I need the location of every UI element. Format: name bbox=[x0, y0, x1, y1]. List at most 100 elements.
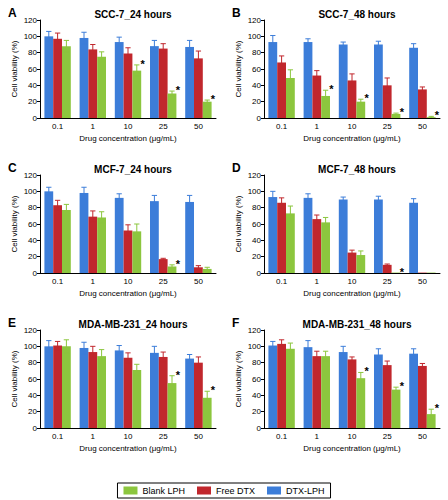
svg-text:20: 20 bbox=[252, 407, 261, 416]
svg-text:F: F bbox=[232, 316, 239, 330]
svg-text:25: 25 bbox=[159, 122, 168, 131]
svg-text:25: 25 bbox=[159, 432, 168, 441]
svg-text:50: 50 bbox=[194, 277, 203, 286]
svg-text:10: 10 bbox=[348, 432, 357, 441]
svg-text:40: 40 bbox=[252, 391, 261, 400]
svg-text:0: 0 bbox=[33, 114, 38, 123]
svg-text:120: 120 bbox=[248, 16, 262, 25]
svg-text:20: 20 bbox=[28, 252, 37, 261]
svg-text:60: 60 bbox=[28, 375, 37, 384]
svg-text:0.1: 0.1 bbox=[276, 277, 288, 286]
svg-text:25: 25 bbox=[383, 122, 392, 131]
svg-text:MDA-MB-231_48 hours: MDA-MB-231_48 hours bbox=[303, 319, 412, 330]
svg-text:0: 0 bbox=[33, 424, 38, 433]
svg-text:0.1: 0.1 bbox=[52, 277, 64, 286]
svg-text:1: 1 bbox=[91, 432, 96, 441]
svg-text:20: 20 bbox=[28, 407, 37, 416]
svg-text:40: 40 bbox=[252, 81, 261, 90]
svg-text:0: 0 bbox=[33, 269, 38, 278]
svg-text:*: * bbox=[400, 266, 405, 278]
svg-text:E: E bbox=[8, 316, 16, 330]
svg-text:Blank LPH: Blank LPH bbox=[142, 486, 185, 496]
svg-text:60: 60 bbox=[252, 375, 261, 384]
svg-text:*: * bbox=[435, 402, 440, 414]
svg-text:*: * bbox=[140, 58, 145, 70]
svg-text:*: * bbox=[211, 384, 216, 396]
svg-text:60: 60 bbox=[252, 220, 261, 229]
svg-text:100: 100 bbox=[24, 32, 38, 41]
svg-text:0.1: 0.1 bbox=[52, 432, 64, 441]
svg-text:50: 50 bbox=[194, 122, 203, 131]
svg-text:*: * bbox=[400, 380, 405, 392]
svg-text:80: 80 bbox=[28, 358, 37, 367]
svg-text:Free DTX: Free DTX bbox=[216, 486, 255, 496]
svg-text:80: 80 bbox=[252, 48, 261, 57]
svg-text:1: 1 bbox=[91, 122, 96, 131]
svg-text:100: 100 bbox=[248, 342, 262, 351]
svg-text:*: * bbox=[176, 369, 181, 381]
svg-text:10: 10 bbox=[124, 277, 133, 286]
svg-text:60: 60 bbox=[28, 220, 37, 229]
svg-text:10: 10 bbox=[124, 122, 133, 131]
svg-text:20: 20 bbox=[252, 97, 261, 106]
svg-text:Cell viability (%): Cell viability (%) bbox=[10, 40, 19, 97]
svg-text:50: 50 bbox=[194, 432, 203, 441]
svg-text:MCF-7_48 hours: MCF-7_48 hours bbox=[318, 164, 396, 175]
svg-text:*: * bbox=[211, 93, 216, 105]
svg-text:100: 100 bbox=[248, 32, 262, 41]
svg-text:Cell viability (%): Cell viability (%) bbox=[234, 40, 243, 97]
svg-text:1: 1 bbox=[91, 277, 96, 286]
svg-text:50: 50 bbox=[418, 432, 427, 441]
svg-text:*: * bbox=[329, 83, 334, 95]
svg-text:120: 120 bbox=[248, 171, 262, 180]
svg-text:MCF-7_24 hours: MCF-7_24 hours bbox=[94, 164, 172, 175]
svg-text:40: 40 bbox=[252, 236, 261, 245]
svg-text:SCC-7_24 hours: SCC-7_24 hours bbox=[94, 9, 172, 20]
svg-text:20: 20 bbox=[252, 252, 261, 261]
svg-text:C: C bbox=[8, 161, 17, 175]
svg-text:MDA-MB-231_24 hours: MDA-MB-231_24 hours bbox=[79, 319, 188, 330]
svg-text:80: 80 bbox=[28, 203, 37, 212]
svg-text:120: 120 bbox=[24, 326, 38, 335]
svg-text:0: 0 bbox=[257, 114, 262, 123]
svg-text:120: 120 bbox=[248, 326, 262, 335]
svg-text:50: 50 bbox=[418, 122, 427, 131]
svg-text:Cell viability (%): Cell viability (%) bbox=[234, 350, 243, 407]
svg-text:DTX-LPH: DTX-LPH bbox=[286, 486, 325, 496]
svg-text:0: 0 bbox=[257, 424, 262, 433]
svg-text:100: 100 bbox=[24, 342, 38, 351]
svg-text:Cell viability (%): Cell viability (%) bbox=[234, 195, 243, 252]
svg-text:1: 1 bbox=[315, 432, 320, 441]
svg-text:A: A bbox=[8, 6, 17, 20]
svg-text:20: 20 bbox=[28, 97, 37, 106]
svg-text:40: 40 bbox=[28, 391, 37, 400]
svg-text:Cell viability (%): Cell viability (%) bbox=[10, 350, 19, 407]
svg-text:10: 10 bbox=[348, 122, 357, 131]
svg-text:Drug concentration (μg/mL): Drug concentration (μg/mL) bbox=[303, 444, 401, 453]
svg-text:10: 10 bbox=[348, 277, 357, 286]
svg-text:25: 25 bbox=[159, 277, 168, 286]
svg-text:25: 25 bbox=[383, 432, 392, 441]
svg-text:Drug concentration (μg/mL): Drug concentration (μg/mL) bbox=[303, 289, 401, 298]
svg-text:120: 120 bbox=[24, 171, 38, 180]
svg-text:40: 40 bbox=[28, 236, 37, 245]
svg-text:120: 120 bbox=[24, 16, 38, 25]
svg-text:60: 60 bbox=[28, 65, 37, 74]
svg-text:*: * bbox=[176, 84, 181, 96]
svg-text:*: * bbox=[176, 258, 181, 270]
svg-text:*: * bbox=[400, 106, 405, 118]
svg-text:1: 1 bbox=[315, 122, 320, 131]
svg-text:*: * bbox=[435, 109, 440, 121]
svg-text:100: 100 bbox=[24, 187, 38, 196]
svg-text:Cell viability (%): Cell viability (%) bbox=[10, 195, 19, 252]
svg-text:Drug concentration (μg/mL): Drug concentration (μg/mL) bbox=[79, 134, 177, 143]
svg-text:SCC-7_48 hours: SCC-7_48 hours bbox=[318, 9, 396, 20]
svg-text:Drug concentration (μg/mL): Drug concentration (μg/mL) bbox=[79, 289, 177, 298]
svg-text:80: 80 bbox=[252, 358, 261, 367]
svg-text:40: 40 bbox=[28, 81, 37, 90]
svg-text:D: D bbox=[232, 161, 241, 175]
svg-text:*: * bbox=[364, 92, 369, 104]
svg-text:*: * bbox=[364, 365, 369, 377]
svg-text:60: 60 bbox=[252, 65, 261, 74]
svg-text:0.1: 0.1 bbox=[276, 432, 288, 441]
